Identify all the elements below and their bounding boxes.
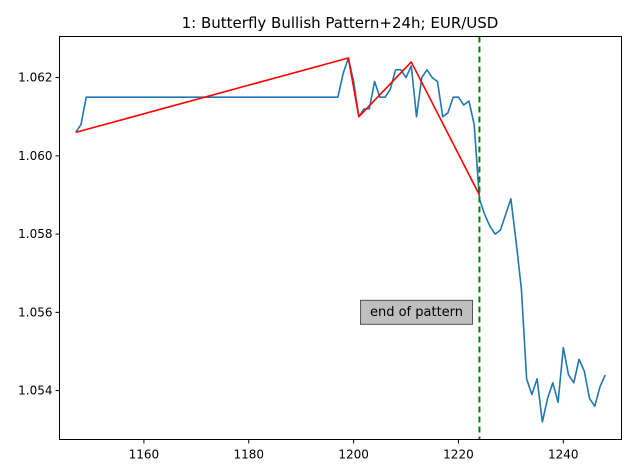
x-tick-label: 1220 — [443, 448, 474, 462]
y-tick-label: 1.056 — [18, 305, 52, 319]
series-line-1 — [75, 57, 481, 196]
annotation-box — [360, 299, 474, 325]
x-tick-label: 1240 — [548, 448, 579, 462]
chart-title: 1: Butterfly Bullish Pattern+24h; EUR/US… — [182, 14, 499, 32]
annotation: end of pattern — [360, 299, 474, 325]
y-tick-label: 1.060 — [18, 149, 52, 163]
y-axis: 1.054 1.056 1.058 1.060 1.062 — [18, 71, 60, 398]
x-tick-label: 1200 — [338, 448, 369, 462]
series-line-0 — [75, 57, 606, 423]
y-tick-label: 1.062 — [18, 71, 52, 85]
series-layer — [75, 57, 606, 423]
plot-frame — [59, 36, 622, 440]
y-tick-label: 1.054 — [18, 384, 52, 398]
x-tick-label: 1180 — [233, 448, 264, 462]
y-tick-label: 1.058 — [18, 227, 52, 241]
x-axis: 1160 1180 1200 1220 1240 — [129, 439, 579, 462]
plot-area — [59, 36, 622, 440]
x-tick-label: 1160 — [129, 448, 160, 462]
annotation-text: end of pattern — [370, 305, 463, 320]
